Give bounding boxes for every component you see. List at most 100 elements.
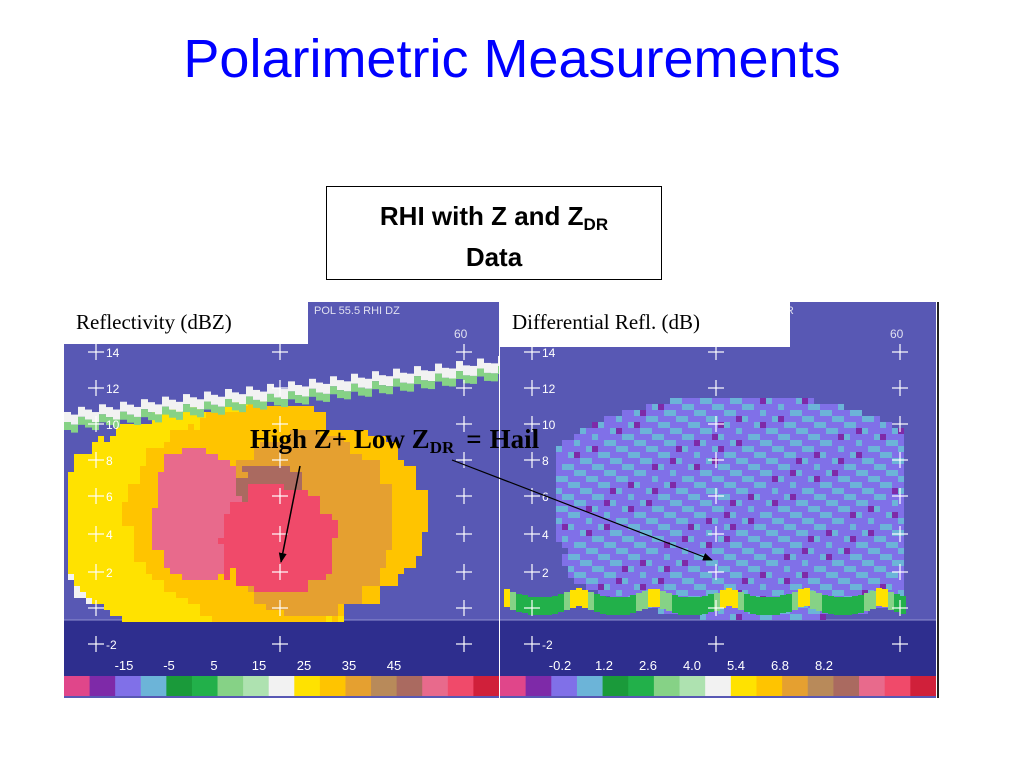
echo-cell bbox=[350, 538, 356, 544]
echo-cell bbox=[646, 422, 652, 428]
echo-cell bbox=[886, 458, 892, 464]
echo-cell bbox=[874, 476, 880, 482]
echo-cell bbox=[218, 610, 224, 616]
echo-cell bbox=[164, 508, 170, 514]
echo-cell bbox=[338, 556, 344, 562]
echo-cell bbox=[856, 578, 862, 584]
echo-cell bbox=[640, 434, 646, 440]
echo-cell bbox=[422, 502, 428, 508]
echo-cell bbox=[772, 566, 778, 572]
echo-cell bbox=[158, 460, 164, 466]
echo-cell bbox=[688, 446, 694, 452]
echo-cell bbox=[844, 416, 850, 422]
echo-cell bbox=[74, 472, 80, 478]
echo-cell bbox=[254, 526, 260, 532]
echo-cell bbox=[188, 526, 194, 532]
echo-cell bbox=[242, 460, 248, 466]
echo-cell bbox=[176, 430, 182, 436]
echo-cell bbox=[832, 422, 838, 428]
echo-cell bbox=[146, 430, 152, 436]
echo-cell bbox=[435, 373, 442, 382]
echo-cell bbox=[134, 484, 140, 490]
echo-cell bbox=[880, 506, 886, 512]
echo-cell bbox=[892, 452, 898, 458]
echo-cell bbox=[676, 458, 682, 464]
echo-cell bbox=[80, 568, 86, 574]
echo-cell bbox=[640, 578, 646, 584]
echo-cell bbox=[628, 590, 634, 596]
colorbar-swatch bbox=[294, 676, 321, 696]
echo-cell bbox=[598, 536, 604, 542]
echo-cell bbox=[224, 574, 230, 580]
echo-cell bbox=[320, 484, 326, 490]
echo-cell bbox=[658, 458, 664, 464]
echo-cell bbox=[844, 524, 850, 530]
echo-cell bbox=[790, 518, 796, 524]
echo-cell bbox=[284, 406, 290, 412]
echo-cell bbox=[290, 526, 296, 532]
echo-cell bbox=[98, 514, 104, 520]
echo-cell bbox=[296, 556, 302, 562]
echo-cell bbox=[134, 508, 140, 514]
echo-cell bbox=[844, 560, 850, 566]
echo-cell bbox=[778, 572, 784, 578]
echo-cell bbox=[278, 610, 284, 616]
echo-cell bbox=[844, 578, 850, 584]
echo-cell bbox=[230, 442, 236, 448]
echo-cell bbox=[230, 478, 236, 484]
echo-cell bbox=[134, 526, 140, 532]
echo-cell bbox=[278, 574, 284, 580]
echo-cell bbox=[706, 542, 712, 548]
echo-cell bbox=[206, 448, 212, 454]
echo-cell bbox=[398, 484, 404, 490]
echo-cell bbox=[266, 592, 272, 598]
echo-cell bbox=[272, 574, 278, 580]
echo-cell bbox=[290, 562, 296, 568]
colorbar-swatch bbox=[319, 676, 346, 696]
echo-cell bbox=[386, 520, 392, 526]
echo-cell bbox=[164, 430, 170, 436]
echo-cell bbox=[886, 518, 892, 524]
echo-cell bbox=[380, 514, 386, 520]
echo-cell bbox=[224, 466, 230, 472]
echo-cell bbox=[422, 496, 428, 502]
echo-cell bbox=[586, 470, 592, 476]
scale-label: 4.0 bbox=[683, 658, 701, 673]
echo-cell bbox=[586, 518, 592, 524]
echo-cell bbox=[338, 532, 344, 538]
echo-cell bbox=[278, 544, 284, 550]
echo-cell bbox=[290, 508, 296, 514]
echo-cell bbox=[588, 592, 594, 610]
echo-cell bbox=[802, 578, 808, 584]
echo-cell bbox=[98, 586, 104, 592]
echo-cell bbox=[730, 398, 736, 404]
echo-cell bbox=[880, 494, 886, 500]
echo-cell bbox=[688, 524, 694, 530]
echo-cell bbox=[356, 526, 362, 532]
echo-cell bbox=[274, 397, 281, 406]
echo-cell bbox=[754, 434, 760, 440]
echo-cell bbox=[820, 500, 826, 506]
echo-cell bbox=[832, 440, 838, 446]
echo-cell bbox=[852, 596, 858, 614]
echo-cell bbox=[706, 518, 712, 524]
echo-cell bbox=[568, 512, 574, 518]
echo-cell bbox=[778, 614, 784, 620]
echo-cell bbox=[628, 470, 634, 476]
y-tick-label: -2 bbox=[542, 638, 553, 652]
echo-cell bbox=[218, 574, 224, 580]
echo-cell bbox=[416, 496, 422, 502]
echo-cell bbox=[838, 404, 844, 410]
echo-cell bbox=[706, 440, 712, 446]
echo-cell bbox=[350, 484, 356, 490]
echo-cell bbox=[754, 518, 760, 524]
echo-cell bbox=[592, 422, 598, 428]
echo-cell bbox=[212, 472, 218, 478]
echo-cell bbox=[204, 391, 211, 402]
echo-cell bbox=[694, 560, 700, 566]
echo-cell bbox=[762, 597, 768, 615]
echo-cell bbox=[652, 560, 658, 566]
echo-cell bbox=[682, 404, 688, 410]
echo-cell bbox=[344, 580, 350, 586]
echo-cell bbox=[694, 512, 700, 518]
